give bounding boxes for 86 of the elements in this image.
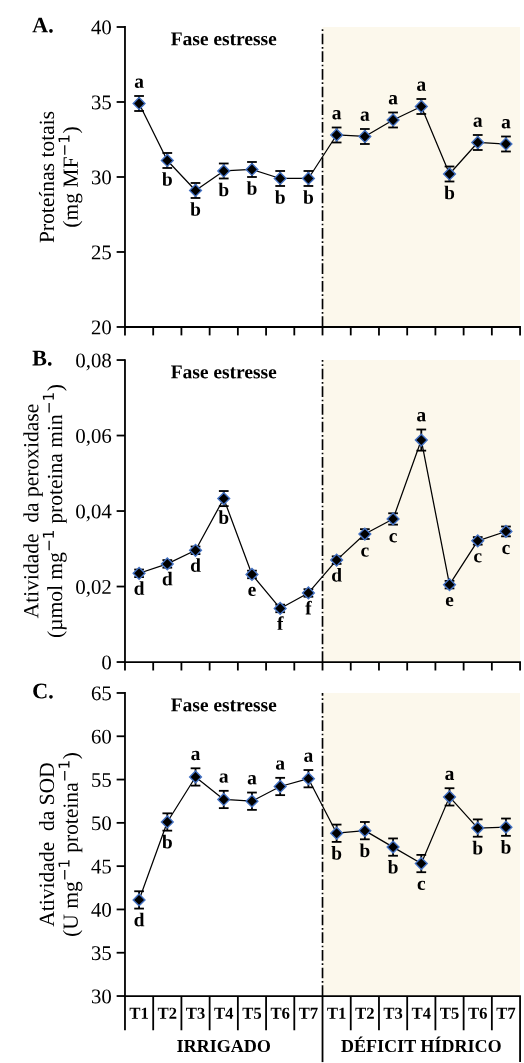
data-label: f [277,616,284,630]
data-label: a [247,775,257,785]
y-axis-title: Proteínas totais (mg MF$^{−1}$) [38,111,83,243]
y-axis-title: Atividade da SOD (U mg$^{−1}$ proteina$^{−1}$) [38,753,83,936]
y-tick-label: 40 [91,902,111,917]
chart-title: C. [33,683,53,699]
y-tick-label: 40 [91,20,111,35]
data-label: a [191,750,201,761]
x-tick-label: T1 [129,1007,148,1019]
y-tick-label: 45 [91,859,111,874]
x-tick-label: T2 [355,1007,374,1019]
x-tick-label: T1 [327,1007,346,1019]
annotation: Fase estresse [171,365,277,379]
x-tick-label: T7 [298,1007,318,1019]
y-tick-label: 50 [92,816,111,831]
data-label: b [218,510,229,524]
data-label: e [248,586,256,597]
data-label: c [417,880,426,891]
text: IRRIGADO [177,1039,271,1053]
data-label: c [361,547,369,557]
y-tick-label: 55 [92,773,111,787]
data-label: a [134,78,144,88]
y-tick-label: 60 [91,729,111,744]
data-label: a [304,752,313,762]
data-label: a [417,81,426,91]
y-tick-label: 0 [102,655,111,670]
y-tick-label: 35 [91,946,111,961]
data-label: b [472,840,483,855]
x-tick-label: T7 [496,1007,516,1019]
chart-title: A. [32,17,53,33]
annotation: Fase estresse [171,698,277,712]
annotation: Fase estresse [171,32,277,46]
data-label: c [474,553,482,563]
y-tick-label: 30 [91,989,111,1004]
data-label: a [501,119,511,129]
data-label: b [359,843,370,858]
x-tick-label: T6 [270,1007,290,1019]
data-label: a [388,95,398,105]
y-tick-label: 0,02 [76,579,111,597]
data-label: a [417,412,426,422]
x-tick-label: T4 [411,1007,431,1019]
data-label: a [473,117,483,127]
data-label: a [360,111,370,121]
x-tick-label: T5 [440,1007,459,1019]
data-label: d [134,912,145,927]
data-label: c [389,533,397,543]
data-label: b [162,172,172,186]
data-label: e [445,596,454,607]
data-label: b [218,182,229,197]
data-label: b [500,840,511,854]
y-tick-label: 30 [91,170,111,185]
y-tick-label: 20 [91,320,111,335]
y-tick-label: 0,04 [76,504,112,522]
data-label: b [387,859,398,874]
y-tick-label: 0,06 [76,428,112,446]
data-label: b [331,846,342,860]
x-tick-label: T4 [214,1007,234,1019]
data-label: d [332,568,342,582]
x-tick-label: T3 [383,1007,403,1019]
point [414,433,428,447]
y-tick-label: 35 [91,95,111,110]
data-label: b [444,185,455,200]
y-tick-label: 0,08 [76,353,111,371]
data-label: d [134,581,145,595]
data-label: b [190,202,201,216]
data-label: d [162,571,173,586]
x-tick-label: T6 [468,1007,487,1019]
data-label: a [332,110,342,120]
y-axis-title: Atividade da peroxidase (µmol mg$^{−1}$ proteina min$^{−1}$) [23,385,67,638]
y-tick-label: 65 [91,686,111,701]
data-label: b [162,834,172,849]
data-label: c [502,544,510,555]
text: DÉFICIT HÍDRICO [341,1036,501,1053]
x-tick-label: T5 [242,1007,262,1019]
data-label: a [275,760,285,770]
data-label: b [303,190,314,204]
data-label: d [190,558,201,572]
chart-title: B. [32,350,52,366]
data-label: a [445,770,455,781]
data-label: b [246,181,257,195]
y-tick-label: 25 [91,245,111,260]
data-label: f [305,600,312,615]
data-label: b [275,190,285,204]
data-label: a [219,773,229,783]
x-tick-label: T3 [186,1007,205,1019]
x-tick-label: T2 [157,1007,177,1019]
